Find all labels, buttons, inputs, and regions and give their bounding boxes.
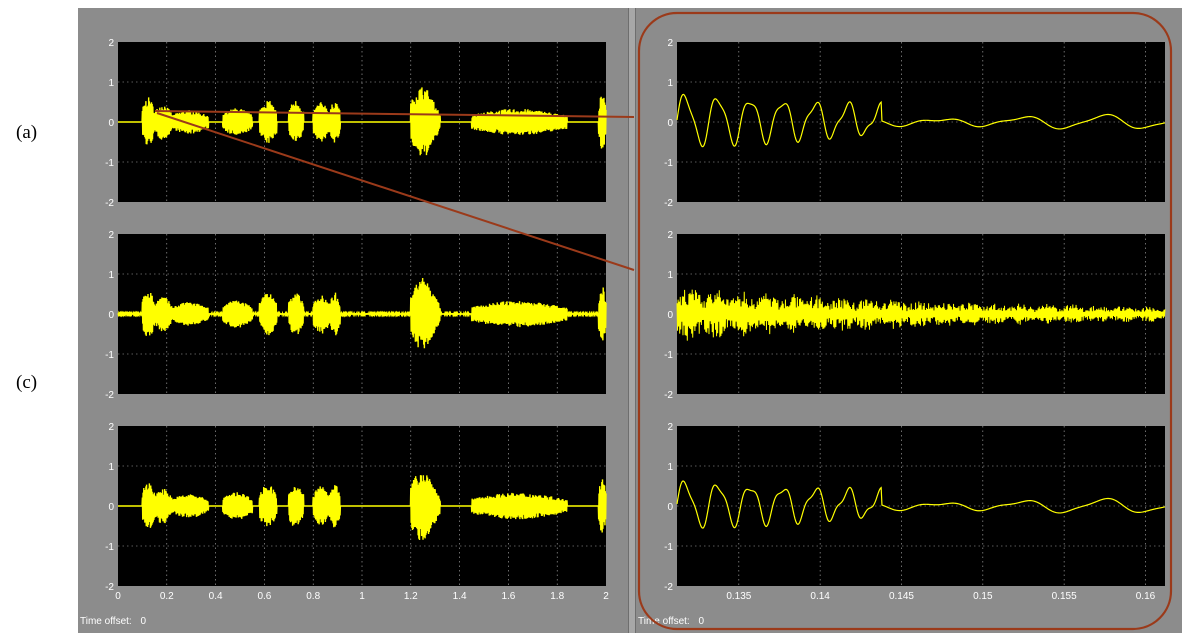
zoom-region-outline xyxy=(637,11,1173,631)
time-offset-left: Time offset: 0 xyxy=(80,616,146,627)
zoom-connector-line xyxy=(156,112,635,271)
y-tick-label: -1 xyxy=(664,542,673,553)
pane-splitter[interactable] xyxy=(628,8,636,633)
x-tick-label: 0.2 xyxy=(160,591,174,602)
time-offset-label: Time offset: xyxy=(80,616,132,627)
y-tick-label: 2 xyxy=(108,422,114,433)
y-tick-label: -1 xyxy=(664,350,673,361)
x-tick-label: 1.6 xyxy=(501,591,515,602)
series-waveform xyxy=(676,480,1166,529)
axes-left-top: 2 1 0 -1 -2 xyxy=(105,38,607,209)
time-offset-value: 0 xyxy=(698,616,705,627)
axes-right-bottom: 2 1 0 -1 -2 0.135 0.14 0.145 0.15 0.155 0.16 xyxy=(664,422,1166,602)
x-tick-label: 0.6 xyxy=(257,591,271,602)
x-tick-label: 0.15 xyxy=(973,591,993,602)
y-tick-label: 0 xyxy=(667,118,673,129)
y-tick-label: 1 xyxy=(667,78,673,89)
y-tick-label: -2 xyxy=(105,390,114,401)
time-offset-right: Time offset: 0 xyxy=(638,616,704,627)
time-offset-value: 0 xyxy=(140,616,147,627)
y-tick-label: -1 xyxy=(105,542,114,553)
x-tick-label: 1 xyxy=(359,591,365,602)
series-waveform xyxy=(117,278,607,349)
y-tick-label: 0 xyxy=(667,310,673,321)
y-tick-label: -1 xyxy=(664,158,673,169)
row-label-c: (c) xyxy=(16,372,38,393)
axes-left-middle: 2 1 0 -1 -2 xyxy=(105,230,607,401)
x-tick-label: 0 xyxy=(115,591,121,602)
axes-left-bottom: 210-1-20 0.2 0.4 0.6 0.8 1 1.2 1.4 1.6 1.8 2 xyxy=(105,422,609,602)
y-tick-label: -2 xyxy=(664,390,673,401)
zoom-highlight xyxy=(154,11,1173,631)
y-tick-label: 0 xyxy=(667,502,673,513)
series-waveform xyxy=(676,93,1166,148)
y-tick-label: 1 xyxy=(108,462,114,473)
x-tick-label: 0.135 xyxy=(726,591,751,602)
x-tick-label: 1.4 xyxy=(453,591,467,602)
y-tick-label: -1 xyxy=(105,158,114,169)
y-tick-label: 2 xyxy=(667,422,673,433)
x-tick-label: 0.145 xyxy=(889,591,914,602)
y-tick-label: 2 xyxy=(667,230,673,241)
series-waveform xyxy=(676,289,1166,341)
axes-right-middle: 2 1 0 -1 -2 xyxy=(664,230,1166,401)
x-tick-label: 0.155 xyxy=(1052,591,1077,602)
y-tick-label: -2 xyxy=(664,582,673,593)
y-tick-label: 1 xyxy=(667,462,673,473)
x-tick-label: 1.2 xyxy=(404,591,418,602)
series-waveform xyxy=(118,475,607,541)
y-tick-label: 2 xyxy=(108,230,114,241)
zoom-connector-line xyxy=(154,110,635,118)
row-label-a: (a) xyxy=(16,122,38,143)
x-tick-label: 2 xyxy=(603,591,609,602)
y-tick-label: -2 xyxy=(105,582,114,593)
y-tick-label: 2 xyxy=(667,38,673,49)
axes-right-top: 2 1 0 -1 -2 xyxy=(664,38,1166,209)
x-tick-label: 0.8 xyxy=(306,591,320,602)
x-tick-label: 1.8 xyxy=(550,591,564,602)
y-tick-label: -1 xyxy=(105,350,114,361)
time-offset-label: Time offset: xyxy=(638,616,690,627)
y-tick-label: -2 xyxy=(105,198,114,209)
y-tick-label: 1 xyxy=(108,270,114,281)
x-tick-label: 0.4 xyxy=(209,591,223,602)
y-tick-label: 0 xyxy=(108,502,114,513)
y-tick-label: -2 xyxy=(664,198,673,209)
y-tick-label: 2 xyxy=(108,38,114,49)
x-tick-label: 0.16 xyxy=(1136,591,1156,602)
y-tick-label: 1 xyxy=(667,270,673,281)
y-tick-label: 1 xyxy=(108,78,114,89)
y-tick-label: 0 xyxy=(108,118,114,129)
y-tick-label: 0 xyxy=(108,310,114,321)
x-tick-label: 0.14 xyxy=(810,591,830,602)
